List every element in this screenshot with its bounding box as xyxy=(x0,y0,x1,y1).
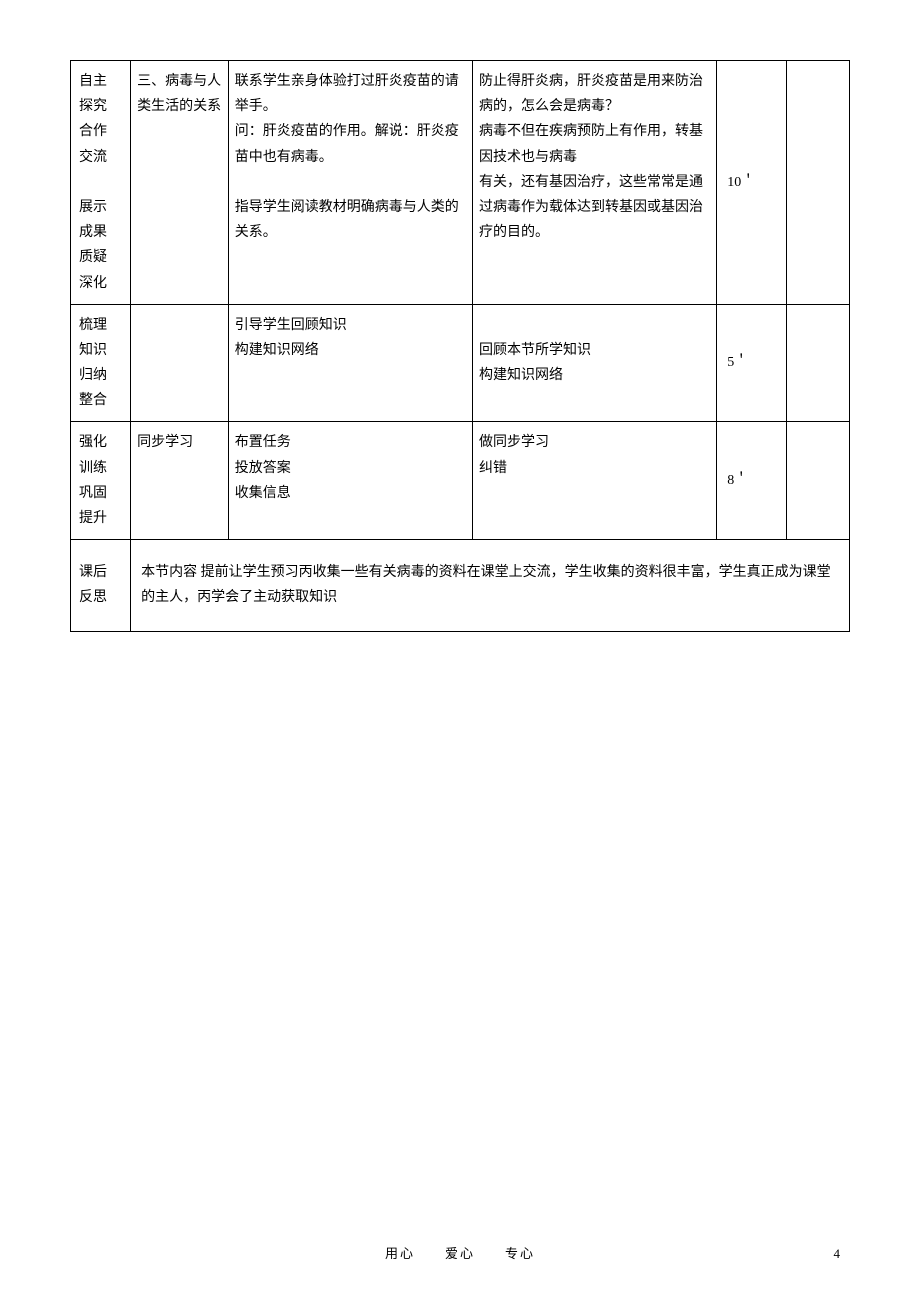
label-text: 强化训练巩固提升 xyxy=(79,430,124,531)
label-text: 课后反思 xyxy=(79,560,124,610)
notes-cell xyxy=(787,61,850,305)
student-activity-cell: 做同步学习纠错 xyxy=(473,422,717,540)
row-label: 课后反思 xyxy=(71,540,131,631)
notes-cell xyxy=(787,304,850,422)
topic-cell xyxy=(131,304,229,422)
label-text: 自主探究合作交流 展示成果质疑深化 xyxy=(79,69,124,296)
reflection-row: 课后反思 本节内容 提前让学生预习丙收集一些有关病毒的资料在课堂上交流，学生收集… xyxy=(71,540,850,631)
row-label: 强化训练巩固提升 xyxy=(71,422,131,540)
table-row: 强化训练巩固提升 同步学习 布置任务投放答案收集信息 做同步学习纠错 8＇ xyxy=(71,422,850,540)
table-row: 梳理知识归纳整合 引导学生回顾知识构建知识网络 回顾本节所学知识构建知识网络 5… xyxy=(71,304,850,422)
topic-cell: 三、病毒与人类生活的关系 xyxy=(131,61,229,305)
teacher-activity-cell: 布置任务投放答案收集信息 xyxy=(228,422,472,540)
teacher-activity-cell: 联系学生亲身体验打过肝炎疫苗的请举手。问：肝炎疫苗的作用。解说：肝炎疫苗中也有病… xyxy=(228,61,472,305)
notes-cell xyxy=(787,422,850,540)
page-number: 4 xyxy=(834,1246,841,1262)
row-label: 梳理知识归纳整合 xyxy=(71,304,131,422)
row-label: 自主探究合作交流 展示成果质疑深化 xyxy=(71,61,131,305)
time-cell: 10＇ xyxy=(717,61,787,305)
time-cell: 8＇ xyxy=(717,422,787,540)
topic-cell: 同步学习 xyxy=(131,422,229,540)
reflection-content: 本节内容 提前让学生预习丙收集一些有关病毒的资料在课堂上交流，学生收集的资料很丰… xyxy=(131,540,850,631)
time-cell: 5＇ xyxy=(717,304,787,422)
student-activity-cell: 回顾本节所学知识构建知识网络 xyxy=(473,304,717,422)
student-activity-cell: 防止得肝炎病，肝炎疫苗是用来防治病的，怎么会是病毒？病毒不但在疾病预防上有作用，… xyxy=(473,61,717,305)
table-row: 自主探究合作交流 展示成果质疑深化 三、病毒与人类生活的关系 联系学生亲身体验打… xyxy=(71,61,850,305)
label-text: 梳理知识归纳整合 xyxy=(79,313,124,414)
lesson-plan-table: 自主探究合作交流 展示成果质疑深化 三、病毒与人类生活的关系 联系学生亲身体验打… xyxy=(70,60,850,632)
teacher-activity-cell: 引导学生回顾知识构建知识网络 xyxy=(228,304,472,422)
page-footer: 用心 爱心 专心 xyxy=(70,1243,850,1262)
